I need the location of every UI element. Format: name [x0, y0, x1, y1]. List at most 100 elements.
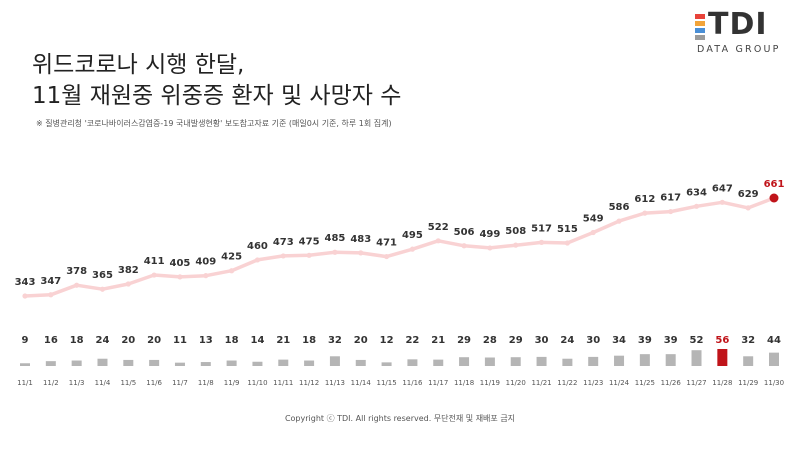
patient-value-label: 343	[15, 277, 36, 288]
title-line-1: 위드코로나 시행 한달,	[32, 52, 245, 78]
patient-value-label: 612	[634, 194, 655, 205]
logo-color-bars-icon	[695, 14, 705, 42]
patient-value-label: 382	[118, 265, 139, 276]
patient-value-label: 495	[402, 230, 423, 241]
patient-point	[513, 242, 519, 248]
death-value-label: 18	[302, 335, 316, 346]
death-bar	[200, 362, 211, 366]
patient-point	[280, 253, 286, 259]
patient-point	[22, 293, 28, 299]
death-value-label: 20	[147, 335, 161, 346]
death-bar	[20, 363, 30, 366]
patient-point	[693, 203, 700, 209]
patient-value-label: 365	[92, 270, 113, 281]
patient-point	[74, 282, 80, 288]
patient-point	[332, 249, 338, 255]
death-bar	[769, 352, 779, 366]
patient-point	[177, 274, 183, 280]
x-tick-label: 11/7	[172, 379, 188, 387]
x-tick-label: 11/25	[635, 379, 655, 387]
chart-title: 위드코로나 시행 한달, 11월 재원중 위중증 환자 및 사망자 수	[32, 50, 401, 112]
death-bar	[562, 358, 573, 366]
x-tick-label: 11/19	[480, 379, 500, 387]
x-tick-label: 11/22	[557, 379, 577, 387]
death-value-label: 56	[715, 335, 729, 346]
patient-value-label: 347	[40, 276, 61, 287]
death-value-label: 13	[199, 335, 213, 346]
death-value-label: 18	[70, 335, 84, 346]
death-value-label: 20	[121, 335, 135, 346]
patient-line-path	[24, 196, 775, 298]
death-value-label: 29	[457, 335, 471, 346]
x-tick-label: 11/15	[376, 379, 396, 387]
death-bar	[691, 350, 702, 366]
death-bar	[536, 356, 547, 366]
death-value-label: 52	[690, 335, 704, 346]
death-value-label: 28	[483, 335, 497, 346]
x-tick-label: 11/9	[224, 379, 240, 387]
death-bar	[743, 356, 754, 366]
patient-point	[487, 245, 493, 251]
death-value-label: 30	[535, 335, 549, 346]
patient-value-label: 617	[660, 193, 681, 204]
x-tick-label: 11/30	[764, 379, 784, 387]
death-bar	[278, 359, 289, 366]
patient-point	[99, 286, 106, 292]
patient-value-label: 425	[221, 252, 242, 263]
patient-value-label: 483	[350, 234, 371, 245]
death-bar	[329, 356, 340, 366]
patient-point	[668, 208, 674, 215]
patient-value-label: 508	[505, 226, 526, 237]
x-tick-label: 11/23	[583, 379, 603, 387]
patient-value-label: 522	[428, 222, 449, 233]
x-tick-label: 11/28	[712, 379, 732, 387]
x-tick-label: 11/27	[686, 379, 706, 387]
patient-value-label: 634	[686, 187, 707, 198]
death-bar	[459, 357, 470, 366]
death-value-label: 22	[405, 335, 419, 346]
x-tick-label: 11/13	[325, 379, 345, 387]
patient-point	[48, 292, 54, 298]
patient-value-label: 471	[376, 238, 397, 249]
x-tick-label: 11/29	[738, 379, 758, 387]
patient-point	[229, 268, 235, 274]
x-tick-label: 11/24	[609, 379, 630, 387]
patient-point	[769, 193, 779, 203]
death-bar	[226, 360, 237, 366]
death-value-label: 16	[44, 335, 58, 346]
x-tick-label: 11/4	[95, 379, 111, 387]
death-bar	[717, 349, 728, 366]
tdi-logo: TDI DATA GROUP	[695, 8, 785, 58]
death-value-label: 18	[225, 335, 239, 346]
x-tick-label: 11/6	[146, 379, 162, 387]
death-value-label: 11	[173, 335, 187, 346]
x-tick-label: 11/3	[69, 379, 85, 387]
death-bar	[639, 354, 650, 366]
patient-value-label: 515	[557, 224, 578, 235]
x-tick-label: 11/1	[17, 379, 33, 387]
death-value-label: 21	[276, 335, 290, 346]
death-bar	[355, 359, 366, 366]
x-tick-label: 11/10	[247, 379, 267, 387]
death-bar	[381, 362, 392, 366]
patient-value-label: 629	[738, 189, 759, 200]
patient-point	[125, 281, 131, 287]
patient-value-label: 409	[195, 257, 216, 268]
x-tick-label: 11/26	[661, 379, 682, 387]
patient-value-label: 499	[479, 229, 500, 240]
death-bar	[123, 359, 134, 366]
patient-value-label: 411	[144, 256, 165, 267]
x-tick-label: 11/12	[299, 379, 319, 387]
patient-value-label: 506	[454, 227, 475, 238]
patient-point	[719, 199, 725, 205]
patient-point	[461, 243, 467, 249]
death-value-label: 24	[560, 335, 574, 346]
death-value-label: 20	[354, 335, 368, 346]
x-tick-label: 11/18	[454, 379, 474, 387]
death-value-label: 39	[664, 335, 678, 346]
patient-point	[409, 246, 416, 252]
patient-point	[358, 250, 364, 256]
death-bar	[665, 354, 676, 366]
patient-value-label: 661	[764, 179, 785, 190]
patient-value-label: 549	[583, 214, 604, 225]
